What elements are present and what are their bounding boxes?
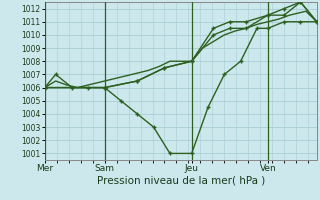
X-axis label: Pression niveau de la mer( hPa ): Pression niveau de la mer( hPa ) <box>97 176 265 186</box>
